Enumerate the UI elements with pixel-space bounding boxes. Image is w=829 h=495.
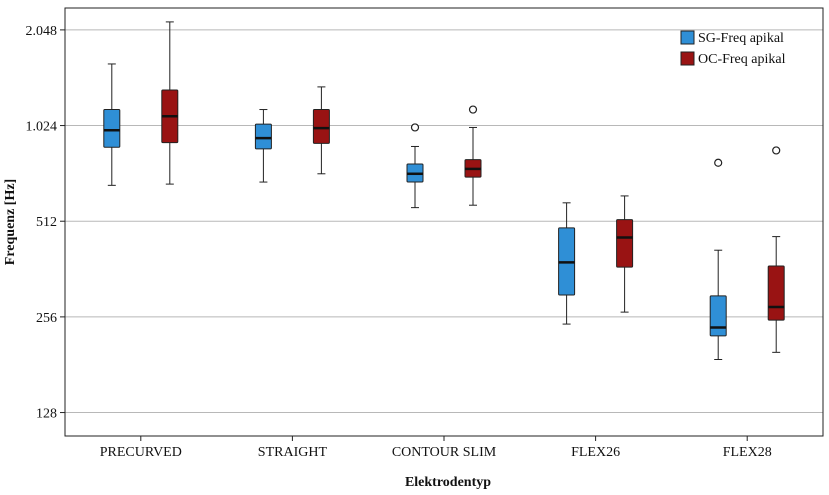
- box-group: [161, 21, 179, 185]
- x-tick-label: PRECURVED: [100, 445, 182, 460]
- outlier-point: [410, 123, 420, 132]
- y-tick-label: 128: [36, 407, 57, 422]
- gridlines: [65, 29, 823, 414]
- legend-label-oc: OC-Freq apikal: [698, 52, 786, 67]
- box-group: [103, 63, 121, 186]
- x-axis-title: Elektrodentyp: [405, 475, 491, 490]
- y-tick-label: 512: [36, 215, 57, 230]
- box-group: [464, 105, 482, 206]
- box-iqr: [254, 123, 272, 150]
- y-tick-label: 2.048: [26, 24, 58, 39]
- outlier-point: [714, 158, 723, 167]
- y-axis-title: Frequenz [Hz]: [3, 179, 18, 265]
- legend-swatch-sg: [680, 30, 695, 45]
- box-group: [312, 86, 330, 175]
- box-iqr: [312, 109, 330, 144]
- legend-swatch-oc: [680, 51, 695, 66]
- box-group: [709, 158, 727, 360]
- box-iqr: [616, 219, 634, 268]
- box-group: [558, 202, 576, 325]
- box-group: [616, 195, 634, 313]
- x-tick-label: STRAIGHT: [258, 445, 328, 460]
- box-iqr: [767, 265, 785, 321]
- x-tick-label: CONTOUR SLIM: [392, 445, 497, 460]
- legend-label-sg: SG-Freq apikal: [698, 31, 784, 46]
- x-tick-label: FLEX26: [571, 445, 620, 460]
- box-iqr: [709, 295, 727, 337]
- box-group: [254, 109, 272, 183]
- y-axis-ticks: 128 256 512 1.024 2.048: [26, 24, 65, 422]
- box-group: [406, 123, 424, 209]
- legend: SG-Freq apikal OC-Freq apikal: [680, 30, 786, 67]
- plot-frame: [64, 7, 824, 437]
- box-iqr: [103, 109, 121, 148]
- box-group: [767, 146, 785, 353]
- y-tick-label: 256: [36, 311, 57, 326]
- outlier-point: [772, 146, 781, 155]
- x-tick-label: FLEX28: [723, 445, 772, 460]
- x-axis-ticks: PRECURVED STRAIGHT CONTOUR SLIM FLEX26 FLEX2…: [100, 436, 772, 460]
- box-series: [103, 21, 785, 360]
- y-tick-label: 1.024: [26, 120, 58, 135]
- outlier-point: [468, 105, 478, 114]
